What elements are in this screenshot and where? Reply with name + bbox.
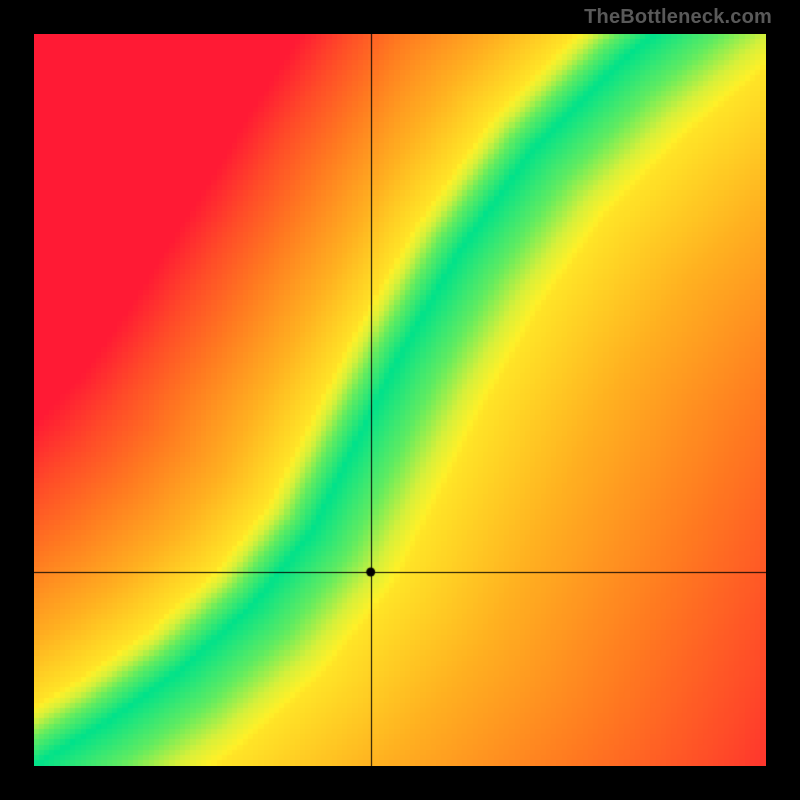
figure-outer: TheBottleneck.com — [0, 0, 800, 800]
watermark-text: TheBottleneck.com — [584, 6, 772, 29]
chart-area — [34, 34, 766, 766]
overlay-canvas — [34, 34, 766, 766]
